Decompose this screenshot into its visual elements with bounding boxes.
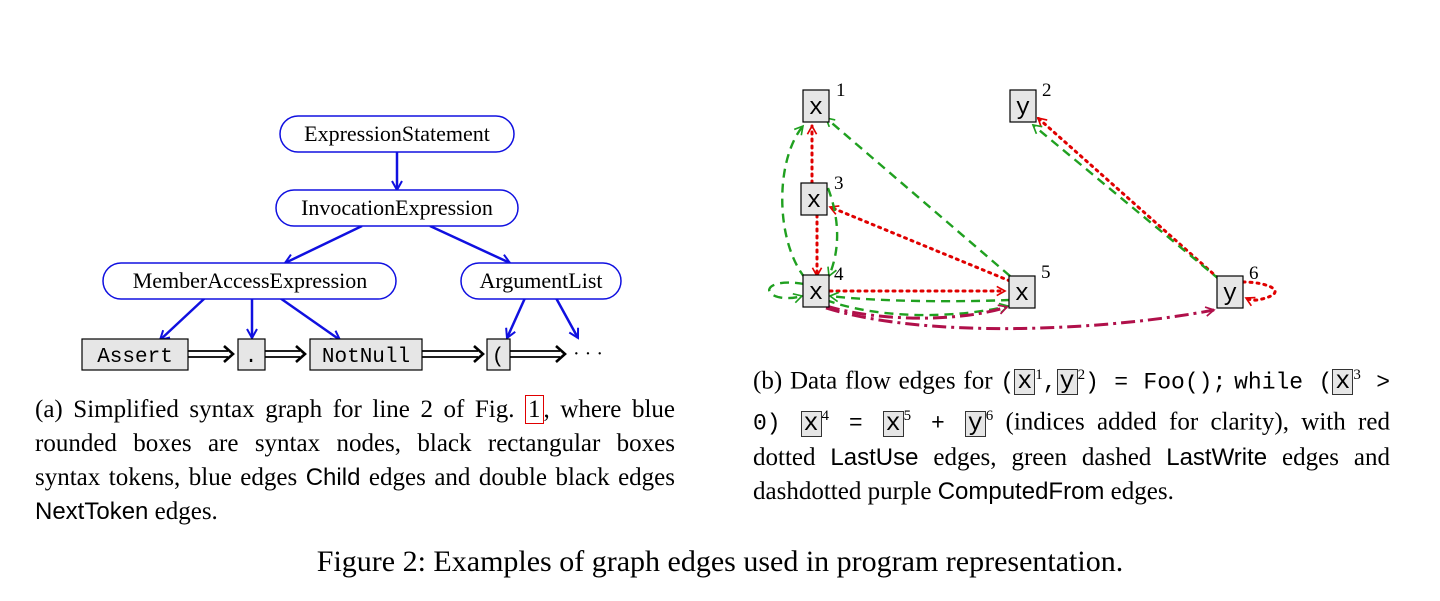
lastwrite-edge <box>828 291 1011 303</box>
svg-text:.: . <box>245 346 258 369</box>
nexttoken-edge-term: NextToken <box>35 498 149 525</box>
token-ellipsis: · · · <box>573 343 603 365</box>
svg-text:x: x <box>807 188 821 215</box>
var-box-x1: x 1 <box>802 80 846 123</box>
svg-text:x: x <box>809 280 823 307</box>
code-token-x: x <box>1014 369 1036 396</box>
figure-caption: Figure 2: Examples of graph edges used i… <box>316 545 1124 578</box>
svg-text:MemberAccessExpression: MemberAccessExpression <box>133 268 368 293</box>
svg-text:x: x <box>809 95 823 122</box>
child-edge <box>554 297 580 338</box>
code-token-x: x <box>1332 369 1354 396</box>
nexttoken-edge <box>422 345 485 363</box>
token-dot: . <box>237 338 266 371</box>
child-edge <box>160 297 206 340</box>
lastuse-edge <box>828 205 1012 283</box>
child-edge <box>285 224 363 263</box>
svg-text:InvocationExpression: InvocationExpression <box>301 195 493 220</box>
nexttoken-edge <box>510 345 567 363</box>
index-label: 4 <box>834 264 844 285</box>
code-token-y: y <box>1056 369 1078 396</box>
child-edge <box>507 297 527 338</box>
lastuse-edge-term: LastUse <box>830 443 919 471</box>
lastwrite-edge <box>1031 123 1221 281</box>
lastuse-edge <box>1036 116 1220 280</box>
figure-reference-link[interactable]: 1 <box>525 395 544 424</box>
svg-text:y: y <box>1223 281 1237 308</box>
child-edges <box>160 152 580 340</box>
nexttoken-edge <box>265 345 307 363</box>
syntax-node-argument-list: ArgumentList <box>460 262 622 300</box>
caption-panel-a: (a) Simplified syntax graph for line 2 o… <box>35 395 675 525</box>
nexttoken-edges <box>188 345 567 363</box>
caption-panel-b: (b) Data flow edges for (x 1, y 2) = Foo();… <box>753 367 1390 505</box>
var-box-x5: x 5 <box>1008 262 1051 309</box>
lastwrite-edge-term: LastWrite <box>1166 443 1268 471</box>
syntax-node-member-access-expression: MemberAccessExpression <box>102 262 397 300</box>
child-edge <box>279 296 340 340</box>
var-box-y6: y 6 <box>1216 263 1259 309</box>
code-token-x: x <box>882 410 904 437</box>
lastuse-edges <box>806 116 1277 307</box>
index-label: 6 <box>1249 263 1259 284</box>
var-box-x4: x 4 <box>802 264 844 308</box>
dataflow-graph: x 1 y 2 x 3 x 4 x 5 y 6 <box>767 80 1277 331</box>
computedfrom-edge-term: ComputedFrom <box>937 477 1105 505</box>
code-token-x: x <box>800 410 822 437</box>
svg-text:ExpressionStatement: ExpressionStatement <box>304 121 490 146</box>
computedfrom-edge <box>825 306 1216 331</box>
code-token-y: y <box>964 410 986 437</box>
var-box-y2: y 2 <box>1009 80 1052 123</box>
svg-text:NotNull: NotNull <box>322 346 410 369</box>
lastuse-edge <box>1241 280 1277 307</box>
token-paren: ( <box>486 338 511 371</box>
lastwrite-edge <box>824 116 1011 277</box>
token-notnull: NotNull <box>309 338 423 371</box>
var-box-x3: x 3 <box>800 173 844 216</box>
index-label: 2 <box>1042 80 1052 101</box>
svg-text:x: x <box>1015 281 1029 308</box>
token-assert: Assert <box>81 338 189 371</box>
child-edge-term: Child <box>305 464 361 491</box>
svg-text:(: ( <box>492 346 505 369</box>
lastwrite-edge <box>767 281 805 304</box>
syntax-node-invocation-expression: InvocationExpression <box>275 189 519 227</box>
syntax-graph: ExpressionStatement InvocationExpression… <box>81 115 622 371</box>
computedfrom-edges <box>825 304 1216 331</box>
index-label: 3 <box>834 173 844 194</box>
syntax-node-expression-statement: ExpressionStatement <box>279 115 515 153</box>
lastwrite-edge <box>825 298 1010 317</box>
index-label: 1 <box>836 80 846 101</box>
nexttoken-edge <box>188 345 235 363</box>
lastwrite-edge <box>781 124 806 279</box>
svg-text:ArgumentList: ArgumentList <box>479 268 602 293</box>
computedfrom-edge <box>825 304 1009 320</box>
index-label: 5 <box>1041 262 1051 283</box>
svg-text:Assert: Assert <box>97 346 173 369</box>
lastwrite-edge <box>826 187 839 278</box>
svg-text:y: y <box>1016 95 1030 122</box>
child-edge <box>429 224 510 263</box>
lastwrite-edges <box>767 116 1221 317</box>
